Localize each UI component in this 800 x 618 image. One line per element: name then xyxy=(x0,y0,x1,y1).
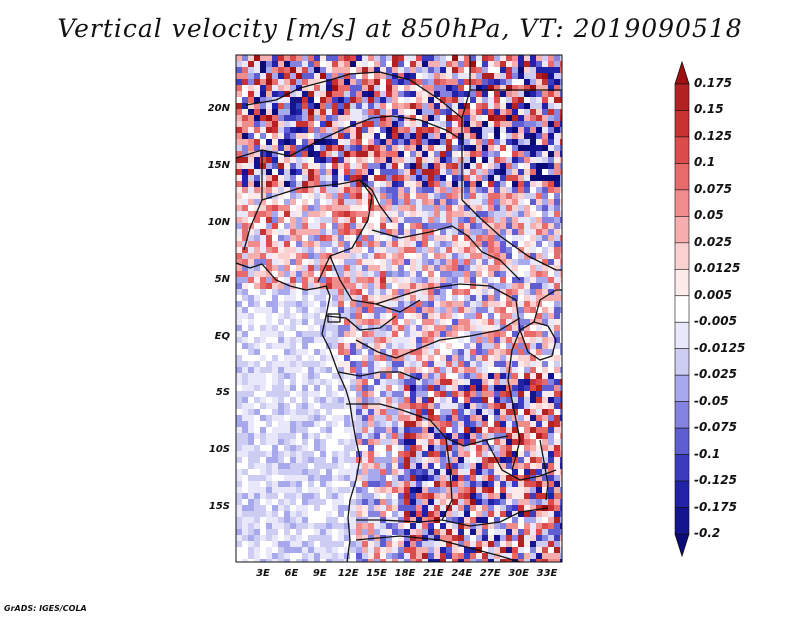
longitude-label: 30E xyxy=(508,568,529,579)
colorbar-label: 0.05 xyxy=(694,208,724,223)
latitude-label: 10N xyxy=(207,217,230,228)
longitude-label: 21E xyxy=(423,568,444,579)
latitude-label: 15N xyxy=(207,160,230,171)
border-south xyxy=(355,535,521,563)
colorbar-bin xyxy=(674,374,690,402)
colorbar-label: 0.075 xyxy=(694,181,732,196)
colorbar-bin xyxy=(674,136,690,164)
map-frame xyxy=(235,54,563,563)
border-car-south xyxy=(375,283,517,305)
colorbar-label: -0.1 xyxy=(694,446,721,461)
longitude-label: 9E xyxy=(312,568,327,579)
border-cameroon xyxy=(329,255,421,313)
country-borders xyxy=(235,55,562,563)
border-nigeria xyxy=(261,179,373,283)
velocity-field xyxy=(236,55,562,562)
longitude-label: 6E xyxy=(284,568,299,579)
colorbar-bin xyxy=(674,507,690,535)
border-drc-west xyxy=(337,371,421,381)
border-east-1 xyxy=(507,299,521,381)
eq-guinea-box xyxy=(327,313,341,323)
colorbar-bin xyxy=(674,110,690,138)
border-sudan xyxy=(461,199,562,271)
border-north-1 xyxy=(235,115,463,159)
latitude-label: 15S xyxy=(208,501,230,512)
border-congo xyxy=(355,317,521,359)
colorbar-label: 0.175 xyxy=(694,76,732,90)
colorbar-label: -0.075 xyxy=(694,420,737,435)
colorbar-label: 0.005 xyxy=(694,287,732,302)
colorbar-bin xyxy=(674,83,690,111)
colorbar-label: 0.15 xyxy=(694,102,724,117)
longitude-label: 15E xyxy=(366,568,387,579)
colorbar-label: -0.175 xyxy=(694,499,737,514)
border-ne-2 xyxy=(461,55,471,119)
colorbar-bin xyxy=(674,216,690,244)
colorbar-label: -0.005 xyxy=(694,314,737,329)
border-chad-car xyxy=(371,225,521,281)
border-north-2 xyxy=(245,71,463,200)
colorbar-bottom-arrow xyxy=(674,533,690,558)
colorbar-label: 0.025 xyxy=(694,234,732,249)
latitude-label: EQ xyxy=(214,331,230,342)
colorbar-label: 0.125 xyxy=(694,128,732,143)
colorbar-bin xyxy=(674,295,690,323)
border-angola-north xyxy=(346,403,509,447)
latitude-label: 5N xyxy=(214,274,230,285)
colorbar-label: -0.125 xyxy=(694,473,737,488)
latitude-label: 20N xyxy=(207,103,230,114)
colorbar-bin xyxy=(674,427,690,455)
colorbar-label: 0.0125 xyxy=(694,261,741,276)
colorbar-bin xyxy=(674,189,690,217)
colorbar-label: -0.0125 xyxy=(694,340,746,355)
longitude-label: 33E xyxy=(536,568,558,579)
border-west-small xyxy=(243,150,263,251)
colorbar-bin xyxy=(674,268,690,297)
latitude-label: 10S xyxy=(208,444,230,455)
lake-malawi xyxy=(539,439,549,501)
border-east-2 xyxy=(533,289,562,323)
longitude-label: 24E xyxy=(451,568,473,579)
colorbar xyxy=(674,60,690,558)
colorbar-label: -0.2 xyxy=(694,526,721,540)
footer-credit: GrADS: IGES/COLA xyxy=(4,604,87,613)
border-zambia-south xyxy=(441,507,549,527)
colorbar-label: 0.1 xyxy=(694,155,716,170)
colorbar-bin xyxy=(674,480,690,508)
latitude-label: 5S xyxy=(215,387,230,398)
colorbar-label: -0.05 xyxy=(694,393,729,408)
colorbar-bin xyxy=(674,348,690,376)
border-gabon xyxy=(325,315,397,331)
colorbar-top-arrow xyxy=(674,60,690,85)
longitude-label: 18E xyxy=(394,568,416,579)
border-zambia xyxy=(485,439,557,481)
colorbar-bin xyxy=(674,401,690,429)
colorbar-bin xyxy=(674,321,690,350)
colorbar-bin xyxy=(674,163,690,191)
border-lake-chad xyxy=(359,179,393,223)
longitude-label: 3E xyxy=(256,568,270,579)
map-title: Vertical velocity [m/s] at 850hPa, VT: 2… xyxy=(57,14,743,43)
lake-tanganyika xyxy=(507,379,521,471)
colorbar-label: -0.025 xyxy=(694,367,737,382)
coastline xyxy=(235,262,361,563)
colorbar-bin xyxy=(674,242,690,270)
colorbar-bin xyxy=(674,454,690,482)
longitude-label: 12E xyxy=(337,568,359,579)
lake-shore xyxy=(519,321,557,361)
longitude-label: 27E xyxy=(479,568,501,579)
